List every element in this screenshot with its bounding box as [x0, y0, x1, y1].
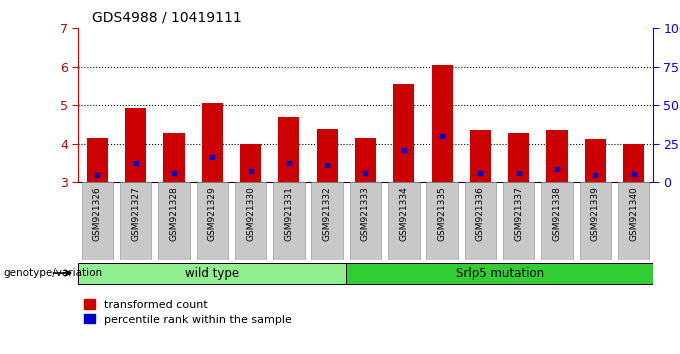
- Text: GSM921327: GSM921327: [131, 186, 140, 241]
- Text: Srlp5 mutation: Srlp5 mutation: [456, 267, 543, 280]
- Bar: [78, 263, 346, 284]
- Bar: [355, 138, 376, 182]
- FancyBboxPatch shape: [350, 182, 381, 260]
- FancyBboxPatch shape: [311, 182, 343, 260]
- FancyBboxPatch shape: [464, 182, 496, 260]
- Text: GSM921337: GSM921337: [514, 186, 523, 241]
- Bar: [547, 130, 568, 182]
- Text: GSM921340: GSM921340: [629, 186, 638, 241]
- FancyBboxPatch shape: [618, 182, 649, 260]
- Text: GSM921329: GSM921329: [208, 186, 217, 241]
- FancyBboxPatch shape: [82, 182, 113, 260]
- Text: GSM921334: GSM921334: [399, 186, 408, 241]
- FancyBboxPatch shape: [541, 182, 573, 260]
- Text: GSM921328: GSM921328: [169, 186, 178, 241]
- Bar: [202, 103, 223, 182]
- Text: GSM921330: GSM921330: [246, 186, 255, 241]
- FancyBboxPatch shape: [426, 182, 458, 260]
- Bar: [346, 263, 653, 284]
- FancyBboxPatch shape: [388, 182, 420, 260]
- Bar: [87, 138, 108, 182]
- Bar: [278, 117, 299, 182]
- FancyBboxPatch shape: [158, 182, 190, 260]
- Bar: [623, 144, 644, 182]
- Bar: [432, 65, 453, 182]
- Bar: [317, 129, 338, 182]
- Bar: [240, 144, 261, 182]
- Text: GSM921326: GSM921326: [93, 186, 102, 241]
- FancyBboxPatch shape: [503, 182, 534, 260]
- Text: GSM921335: GSM921335: [438, 186, 447, 241]
- Text: GDS4988 / 10419111: GDS4988 / 10419111: [92, 11, 241, 25]
- FancyBboxPatch shape: [197, 182, 228, 260]
- Text: GSM921336: GSM921336: [476, 186, 485, 241]
- Bar: [585, 139, 606, 182]
- Bar: [470, 130, 491, 182]
- Bar: [125, 108, 146, 182]
- FancyBboxPatch shape: [273, 182, 305, 260]
- Legend: transformed count, percentile rank within the sample: transformed count, percentile rank withi…: [84, 299, 292, 325]
- FancyBboxPatch shape: [579, 182, 611, 260]
- Text: genotype/variation: genotype/variation: [3, 268, 103, 278]
- Text: GSM921332: GSM921332: [323, 186, 332, 241]
- Text: GSM921338: GSM921338: [553, 186, 562, 241]
- FancyBboxPatch shape: [120, 182, 152, 260]
- FancyBboxPatch shape: [235, 182, 267, 260]
- Text: GSM921339: GSM921339: [591, 186, 600, 241]
- Text: GSM921333: GSM921333: [361, 186, 370, 241]
- Bar: [393, 84, 414, 182]
- Bar: [508, 133, 529, 182]
- Text: GSM921331: GSM921331: [284, 186, 293, 241]
- Bar: [163, 133, 184, 182]
- Text: wild type: wild type: [185, 267, 239, 280]
